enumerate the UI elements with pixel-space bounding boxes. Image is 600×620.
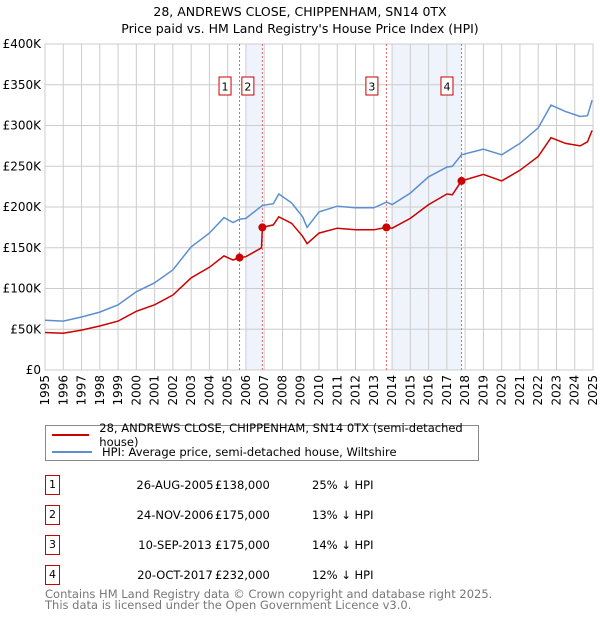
attribution: Contains HM Land Registry data © Crown c… — [45, 587, 493, 612]
x-tick-label: 2011 — [330, 375, 344, 406]
sale-label-number: 3 — [368, 81, 375, 94]
hpi-line-swatch — [52, 451, 92, 453]
sale-label-number: 2 — [244, 81, 251, 94]
chart-subtitle: Price paid vs. HM Land Registry's House … — [121, 21, 479, 36]
legend-label-property: 28, ANDREWS CLOSE, CHIPPENHAM, SN14 0TX … — [99, 421, 463, 449]
x-tick-label: 2016 — [422, 375, 436, 406]
x-tick-label: 2021 — [513, 375, 527, 406]
x-tick-label: 2000 — [129, 375, 143, 406]
sale-date: 26-AUG-2005 — [136, 478, 214, 492]
legend-item-hpi: HPI: Average price, semi-detached house,… — [52, 444, 397, 460]
sale-price: £232,000 — [215, 568, 270, 582]
chart-legend: 28, ANDREWS CLOSE, CHIPPENHAM, SN14 0TX … — [45, 421, 479, 461]
y-tick-label: £150K — [3, 241, 43, 255]
sale-hpi-diff: 14% ↓ HPI — [312, 538, 374, 552]
x-tick-label: 1999 — [111, 375, 125, 406]
sale-hpi-diff: 12% ↓ HPI — [312, 568, 374, 582]
x-tick-label: 2007 — [257, 375, 271, 406]
x-tick-label: 2025 — [586, 375, 600, 406]
y-tick-label: £250K — [3, 159, 43, 173]
legend-item-property: 28, ANDREWS CLOSE, CHIPPENHAM, SN14 0TX … — [52, 421, 478, 449]
y-tick-label: £400K — [3, 37, 43, 51]
property-line-swatch — [52, 434, 90, 436]
sale-row: 3 10-SEP-2013 £175,000 14% ↓ HPI — [45, 535, 465, 555]
sale-number-badge: 4 — [45, 565, 60, 585]
price-chart: £0 £50K £100K £150K £200K £250K £300K £350K £400… — [3, 37, 600, 406]
sale-label-box — [440, 76, 454, 96]
sale-label-number: 1 — [222, 81, 229, 94]
sale-price: £175,000 — [215, 508, 270, 522]
sale-row: 1 26-AUG-2005 £138,000 25% ↓ HPI — [45, 475, 465, 495]
x-tick-label: 2010 — [312, 375, 326, 406]
sale-label-box — [365, 76, 379, 96]
y-tick-label: £350K — [3, 78, 43, 92]
x-tick-label: 1997 — [75, 375, 89, 406]
sale-date: 24-NOV-2006 — [136, 508, 214, 522]
sale-label-box — [241, 76, 255, 96]
x-tick-label: 2009 — [294, 375, 308, 406]
x-tick-label: 1998 — [93, 375, 107, 406]
y-tick-label: £300K — [3, 119, 43, 133]
legend-label-hpi: HPI: Average price, semi-detached house,… — [102, 445, 397, 459]
attribution-line-2: This data is licensed under the Open Gov… — [45, 598, 412, 612]
sale-point — [457, 176, 466, 185]
x-tick-label: 2001 — [148, 375, 162, 406]
x-tick-label: 2022 — [531, 375, 545, 406]
sale-number-badge: 2 — [45, 505, 60, 525]
sale-row: 4 20-OCT-2017 £232,000 12% ↓ HPI — [45, 565, 465, 585]
sale-price: £138,000 — [215, 478, 270, 492]
x-tick-label: 2008 — [275, 375, 289, 406]
sale-label-box — [218, 76, 232, 96]
x-tick-label: 2024 — [568, 375, 582, 406]
sale-point — [258, 223, 267, 232]
y-tick-label: £100K — [3, 282, 43, 296]
x-tick-label: 2020 — [495, 375, 509, 406]
x-tick-label: 2018 — [458, 375, 472, 406]
y-tick-label: £50K — [10, 322, 42, 336]
sale-hpi-diff: 25% ↓ HPI — [312, 478, 374, 492]
sale-number-badge: 3 — [45, 535, 60, 555]
sale-price: £175,000 — [215, 538, 270, 552]
sale-hpi-diff: 13% ↓ HPI — [312, 508, 374, 522]
x-tick-label: 2003 — [184, 375, 198, 406]
sale-date: 10-SEP-2013 — [138, 538, 212, 552]
x-tick-label: 2005 — [221, 375, 235, 406]
y-tick-label: £0 — [26, 363, 41, 377]
x-tick-label: 2006 — [239, 375, 253, 406]
hpi-line — [44, 99, 593, 322]
x-tick-label: 2012 — [349, 375, 363, 406]
plot-frame — [44, 43, 594, 371]
chart-title: 28, ANDREWS CLOSE, CHIPPENHAM, SN14 0TX — [153, 4, 447, 19]
x-tick-label: 2015 — [403, 375, 417, 406]
y-tick-label: £200K — [3, 200, 43, 214]
sale-row: 2 24-NOV-2006 £175,000 13% ↓ HPI — [45, 505, 465, 525]
x-tick-label: 2014 — [385, 375, 399, 406]
x-tick-label: 2013 — [367, 375, 381, 406]
sale-number-badge: 1 — [45, 475, 60, 495]
x-tick-label: 1995 — [38, 375, 52, 406]
sale-label-number: 4 — [443, 81, 450, 94]
attribution-line-1: Contains HM Land Registry data © Crown c… — [45, 587, 493, 601]
x-tick-label: 2004 — [202, 375, 216, 406]
x-tick-label: 2023 — [549, 375, 563, 406]
x-tick-label: 2017 — [440, 375, 454, 406]
x-tick-label: 1996 — [56, 375, 70, 406]
x-tick-label: 2019 — [476, 375, 490, 406]
sale-date: 20-OCT-2017 — [137, 568, 213, 582]
property-price-line — [44, 130, 593, 335]
x-tick-label: 2002 — [166, 375, 180, 406]
sale-point — [235, 253, 244, 262]
sale-point — [382, 223, 391, 232]
